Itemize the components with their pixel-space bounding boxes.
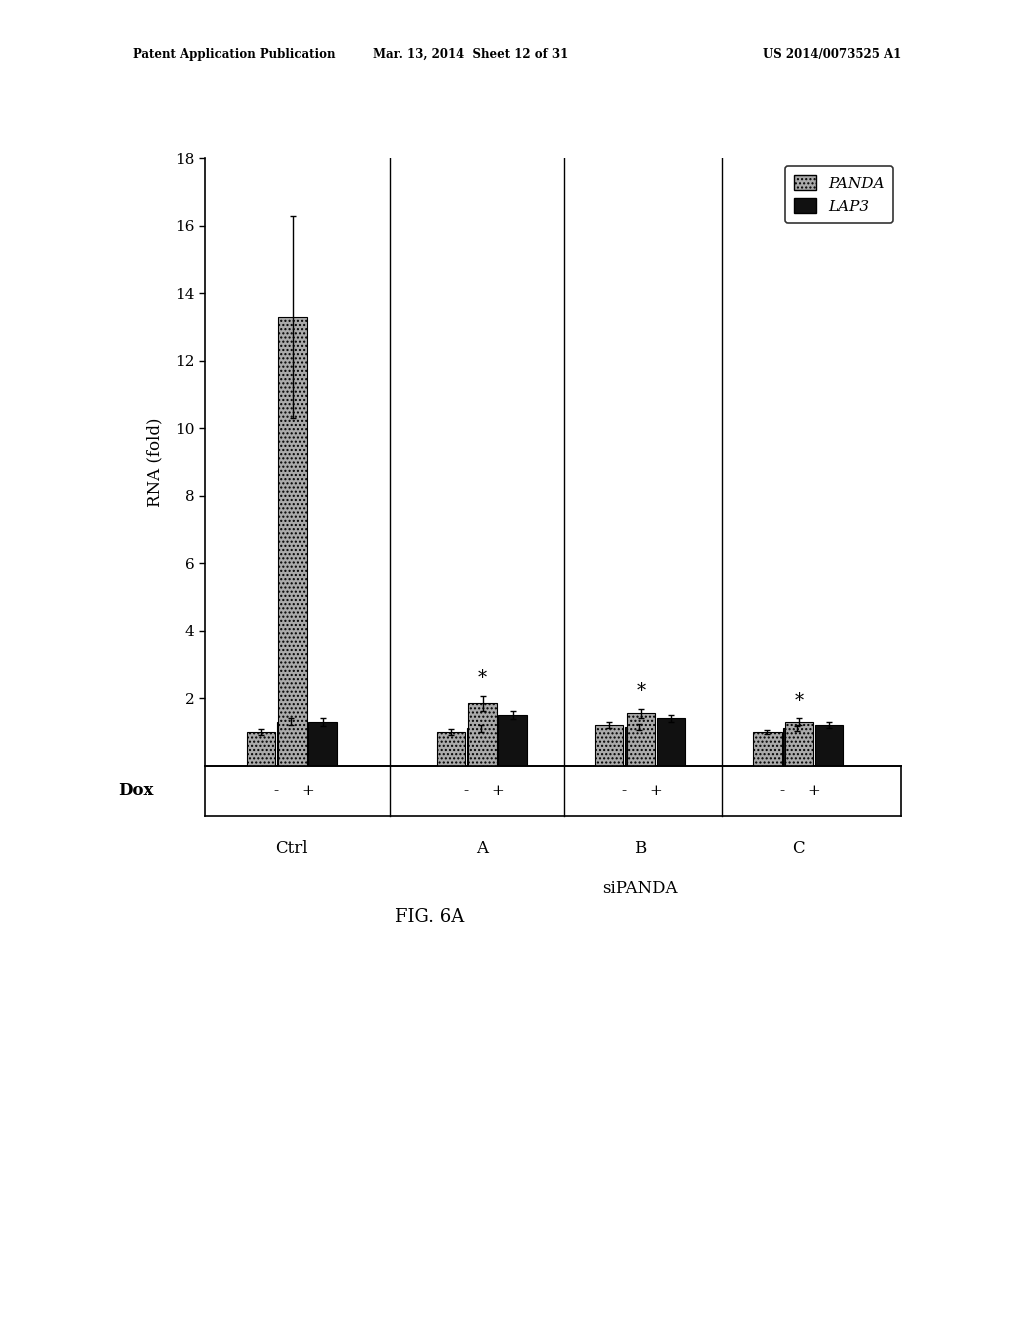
Text: siPANDA: siPANDA [602, 880, 678, 896]
Bar [754, 731, 781, 766]
Text: C: C [792, 841, 805, 857]
Text: FIG. 6A: FIG. 6A [395, 908, 465, 927]
Text: Ctrl: Ctrl [275, 841, 308, 857]
Text: B: B [634, 841, 646, 857]
Text: Dox: Dox [118, 783, 154, 799]
Bar [783, 729, 812, 766]
Text: -: - [780, 784, 785, 797]
Text: *: * [478, 669, 487, 688]
Text: *: * [636, 682, 645, 701]
Bar [276, 722, 305, 766]
Bar [467, 729, 496, 766]
Text: +: + [649, 784, 663, 797]
Bar [308, 722, 337, 766]
Text: +: + [301, 784, 314, 797]
Y-axis label: RNA (fold): RNA (fold) [146, 417, 164, 507]
Text: +: + [492, 784, 504, 797]
Bar [625, 727, 653, 766]
Bar [436, 731, 465, 766]
Bar [279, 317, 307, 766]
Bar [595, 725, 624, 766]
Text: US 2014/0073525 A1: US 2014/0073525 A1 [763, 48, 901, 61]
Bar [656, 718, 685, 766]
Text: Mar. 13, 2014  Sheet 12 of 31: Mar. 13, 2014 Sheet 12 of 31 [374, 48, 568, 61]
Text: -: - [622, 784, 627, 797]
Bar [627, 713, 655, 766]
Bar [468, 704, 497, 766]
Text: -: - [463, 784, 469, 797]
Text: *: * [795, 692, 804, 710]
Bar [815, 725, 844, 766]
Bar [499, 715, 527, 766]
Text: A: A [476, 841, 487, 857]
Text: +: + [808, 784, 820, 797]
Legend: PANDA, LAP3: PANDA, LAP3 [785, 166, 894, 223]
Bar [247, 731, 275, 766]
Text: -: - [273, 784, 279, 797]
Text: Patent Application Publication: Patent Application Publication [133, 48, 336, 61]
Bar [784, 722, 813, 766]
